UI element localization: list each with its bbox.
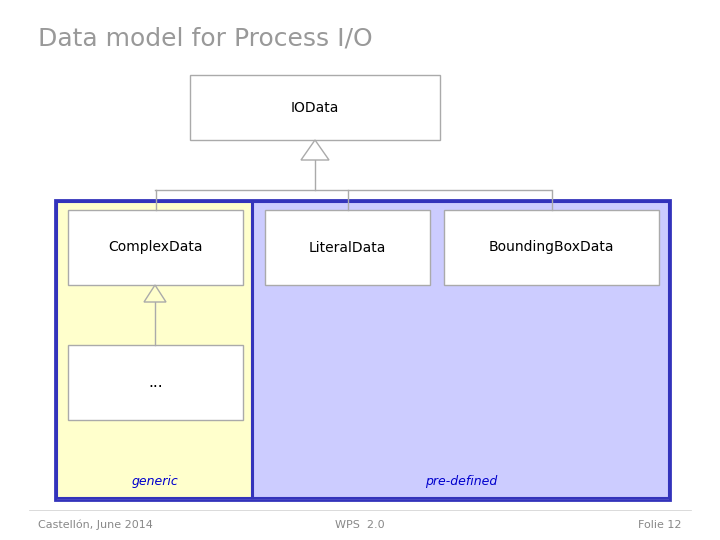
Text: LiteralData: LiteralData [309, 240, 386, 254]
Bar [68, 345, 243, 420]
Text: ...: ... [148, 375, 163, 390]
Polygon shape [301, 140, 329, 160]
Bar [253, 202, 669, 498]
Text: IOData: IOData [291, 100, 339, 114]
Text: Folie 12: Folie 12 [639, 520, 682, 530]
Bar [190, 75, 440, 140]
Polygon shape [144, 285, 166, 302]
Bar [265, 210, 430, 285]
Text: WPS  2.0: WPS 2.0 [336, 520, 384, 530]
Text: Castellón, June 2014: Castellón, June 2014 [38, 519, 153, 530]
Text: ComplexData: ComplexData [108, 240, 203, 254]
Bar [57, 202, 252, 498]
Text: pre-defined: pre-defined [425, 475, 497, 488]
Text: generic: generic [131, 475, 178, 488]
Bar [444, 210, 659, 285]
Bar [55, 200, 670, 500]
Bar [68, 210, 243, 285]
Text: Data model for Process I/O: Data model for Process I/O [38, 26, 373, 50]
Text: BoundingBoxData: BoundingBoxData [489, 240, 614, 254]
